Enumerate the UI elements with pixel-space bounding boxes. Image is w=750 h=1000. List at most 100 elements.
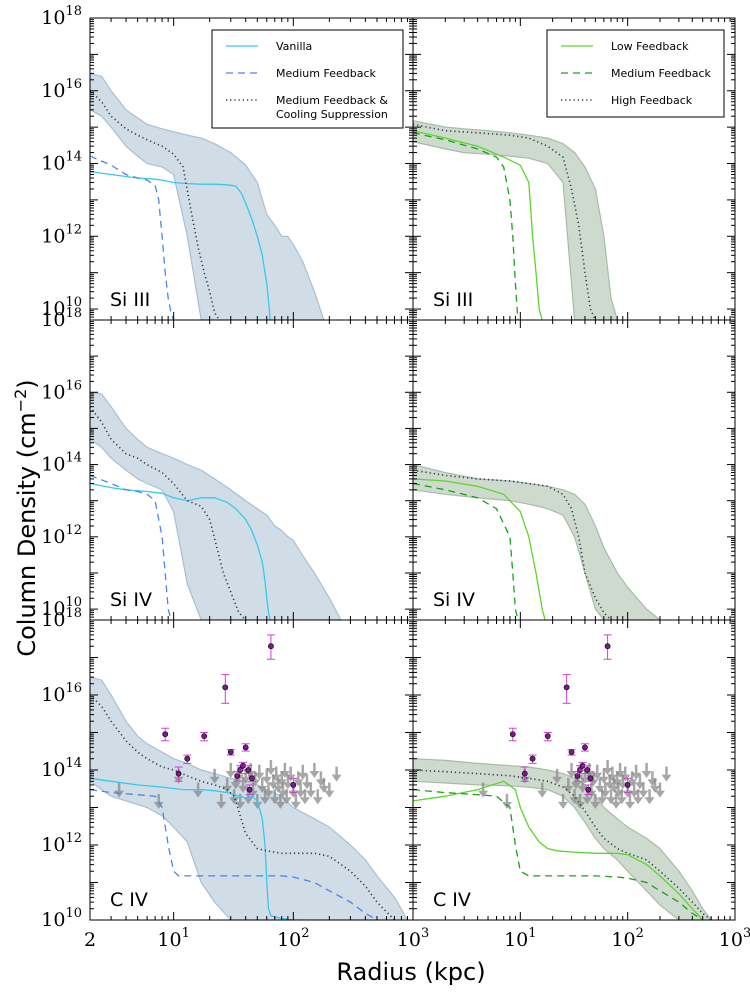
y-tick-label: 1012 xyxy=(41,523,82,548)
detection-point xyxy=(161,727,170,742)
upper-limit-marker xyxy=(312,789,323,805)
upper-limit-marker xyxy=(225,763,236,778)
upper-limit-marker xyxy=(602,760,613,776)
y-tick-label: 1014 xyxy=(41,451,82,476)
detection-point xyxy=(623,777,632,794)
upper-limit-marker xyxy=(265,760,276,776)
series-line-medium-feedback xyxy=(413,482,519,620)
upper-limit-marker xyxy=(501,793,512,809)
upper-limit-marker xyxy=(661,766,672,782)
series-line-low-feedback xyxy=(413,780,704,920)
upper-limit-marker xyxy=(305,782,316,798)
upper-limit-marker xyxy=(299,789,310,805)
y-tick-label: 1014 xyxy=(41,756,82,781)
detection-point xyxy=(543,732,552,742)
upper-limit-marker xyxy=(563,777,574,793)
series-line-high-feedback xyxy=(413,769,712,920)
series-line-low-feedback xyxy=(413,130,543,320)
x-tick-label: 103 xyxy=(397,926,429,951)
series-line-vanilla xyxy=(90,170,271,320)
legend-left: Vanilla Medium Feedback Medium Feedback &C… xyxy=(211,29,404,129)
series-line-low-feedback xyxy=(413,478,546,620)
y-tick-label: 1016 xyxy=(41,681,82,706)
plot-area xyxy=(90,72,325,320)
upper-limit-marker xyxy=(331,766,342,782)
upper-limit-marker xyxy=(638,782,649,798)
upper-limit-marker xyxy=(592,764,603,780)
upper-limit-marker xyxy=(153,793,164,809)
upper-limit-marker xyxy=(590,793,601,809)
upper-limit-marker xyxy=(537,782,548,798)
upper-limit-marker xyxy=(290,793,301,809)
spread-band xyxy=(413,463,661,620)
legend-entry: Vanilla xyxy=(276,40,312,53)
legend-entry: High Feedback xyxy=(611,94,693,107)
series-line-high-feedback xyxy=(413,123,597,320)
upper-limit-marker xyxy=(297,764,308,780)
panel-frame xyxy=(412,319,736,621)
ion-label: Si IV xyxy=(433,589,475,611)
x-tick-label: 2 xyxy=(84,929,96,951)
detection-point xyxy=(508,727,517,742)
upper-limit-marker xyxy=(566,763,577,778)
detection-point xyxy=(586,775,595,782)
upper-limit-marker xyxy=(552,768,563,784)
upper-limit-marker xyxy=(257,777,268,793)
y-tick-label: 1018 xyxy=(41,306,82,331)
ion-label: Si III xyxy=(433,289,473,311)
x-axis-label: Radius (kpc) xyxy=(336,958,485,986)
upper-limit-marker xyxy=(281,789,292,805)
upper-limit-marker xyxy=(478,782,489,798)
upper-limit-marker xyxy=(606,789,617,805)
upper-limit-marker xyxy=(318,777,329,793)
upper-limit-marker xyxy=(324,782,335,798)
x-tick-label: 101 xyxy=(504,926,536,951)
plot-area xyxy=(413,634,712,920)
upper-limit-marker xyxy=(615,763,626,778)
axis-ticks xyxy=(89,619,414,921)
upper-limit-marker xyxy=(600,782,611,798)
detection-point xyxy=(520,766,529,782)
y-tick-label: 1012 xyxy=(41,222,82,247)
x-tick-label: 102 xyxy=(611,926,643,951)
spread-band xyxy=(90,391,342,620)
legend-entry: Medium Feedback xyxy=(611,67,711,80)
upper-limit-marker xyxy=(114,782,125,798)
upper-limit-marker xyxy=(209,768,220,784)
detection-point xyxy=(289,777,298,794)
upper-limit-marker xyxy=(279,763,290,778)
y-tick-label: 1018 xyxy=(41,606,82,631)
plot-area xyxy=(90,391,342,620)
y-tick-label: 1016 xyxy=(41,77,82,102)
legend-entry-line2: Cooling Suppression xyxy=(276,108,388,121)
y-tick-label: 1012 xyxy=(41,831,82,856)
upper-limit-marker xyxy=(301,774,312,790)
upper-limit-marker xyxy=(598,768,609,784)
detection-point xyxy=(584,784,593,796)
series-line-medium-feedback xyxy=(90,474,172,620)
legend-entry: Medium Feedback & xyxy=(276,94,388,107)
upper-limit-marker xyxy=(650,777,661,793)
series-line-medium-feedback xyxy=(90,788,378,920)
upper-limit-marker xyxy=(261,768,272,784)
upper-limit-marker xyxy=(229,789,240,805)
x-tick-label: 101 xyxy=(157,926,189,951)
detection-point xyxy=(266,634,275,660)
axis-ticks xyxy=(412,17,736,321)
upper-limit-marker xyxy=(569,789,580,805)
y-tick-label: 1010 xyxy=(41,906,82,931)
upper-limit-marker xyxy=(575,793,586,809)
series-line-medium-feedback xyxy=(413,132,519,320)
detection-point xyxy=(603,634,612,660)
upper-limit-marker xyxy=(309,763,320,778)
y-tick-label: 1018 xyxy=(41,4,82,29)
detection-point xyxy=(562,674,571,704)
y-tick-label: 1014 xyxy=(41,150,82,175)
upper-limit-marker xyxy=(624,793,635,809)
upper-limit-marker xyxy=(611,793,622,809)
upper-limit-marker xyxy=(644,789,655,805)
detection-point xyxy=(580,743,589,752)
